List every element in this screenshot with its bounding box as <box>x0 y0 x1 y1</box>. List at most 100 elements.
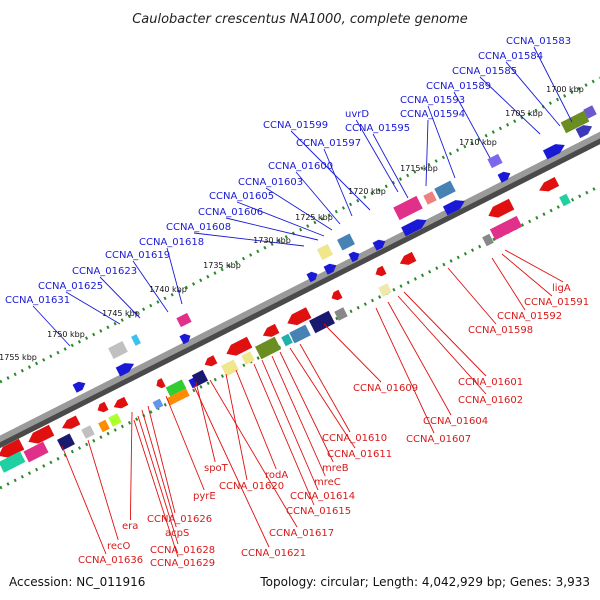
forward-gene-label: CCNA_01583 <box>506 36 571 47</box>
forward-label-leader <box>372 133 409 199</box>
reverse-gene-block <box>309 310 335 334</box>
forward-gene-block <box>434 180 456 200</box>
forward-gene-label: CCNA_01597 <box>296 138 361 149</box>
reverse-gene-label: CCNA_01592 <box>497 311 562 322</box>
reverse-gene-block <box>289 324 311 344</box>
kbp-label: 1735 kbp <box>203 261 241 270</box>
reverse-label-leader <box>225 373 248 481</box>
reverse-gene-label: CCNA_01610 <box>322 433 387 444</box>
forward-label-leader <box>425 119 429 187</box>
reverse-gene-label: CCNA_01615 <box>286 506 351 517</box>
gene-track <box>0 105 597 473</box>
reverse-gene-label: CCNA_01617 <box>269 528 334 539</box>
reverse-gene-block <box>165 379 187 397</box>
reverse-gene-block <box>334 307 348 321</box>
forward-gene-label: uvrD <box>345 109 369 120</box>
forward-gene-label: CCNA_01593 <box>400 95 465 106</box>
reverse-gene-block <box>482 233 494 247</box>
forward-gene-label: CCNA_01605 <box>209 191 274 202</box>
reverse-gene-block <box>108 413 122 427</box>
reverse-gene-arrow <box>156 378 166 389</box>
kbp-label: 1730 kbp <box>253 236 291 245</box>
reverse-gene-arrow <box>97 401 109 413</box>
outer-tick-track <box>0 76 600 384</box>
reverse-label-leader <box>61 445 107 555</box>
reverse-label-leader <box>137 415 179 545</box>
forward-gene-label: CCNA_01608 <box>166 222 231 233</box>
reverse-label-leader <box>261 359 319 491</box>
reverse-gene-label: mreB <box>322 463 349 474</box>
reverse-label-leader <box>147 405 176 514</box>
forward-gene-label: CCNA_01594 <box>400 109 465 120</box>
reverse-gene-block <box>98 419 110 433</box>
forward-label-leader <box>236 201 325 237</box>
reverse-label-leader <box>299 343 351 433</box>
forward-label-leader <box>355 119 399 193</box>
reverse-label-leader <box>165 395 205 491</box>
forward-gene-block <box>583 105 597 119</box>
reverse-gene-label: recO <box>107 541 131 552</box>
reverse-gene-arrow <box>262 323 280 337</box>
kbp-label: 1710 kbp <box>459 138 497 147</box>
reverse-gene-label: CCNA_01626 <box>147 514 212 525</box>
forward-label-leader <box>166 247 183 305</box>
forward-gene-arrow <box>575 125 593 139</box>
forward-label-leader <box>225 217 319 241</box>
reverse-gene-label: CCNA_01607 <box>406 434 471 445</box>
kbp-label: 1725 kbp <box>295 213 333 222</box>
reverse-gene-block <box>255 336 281 360</box>
reverse-gene-arrow <box>113 396 129 409</box>
backbone-line <box>0 131 600 443</box>
reverse-gene-label: CCNA_01609 <box>353 383 418 394</box>
forward-label-leader <box>505 61 561 127</box>
reverse-gene-block <box>281 333 293 347</box>
forward-gene-arrow <box>72 381 86 393</box>
forward-gene-label: CCNA_01589 <box>426 81 491 92</box>
forward-gene-label: CCNA_01619 <box>105 250 170 261</box>
reverse-gene-block <box>0 451 26 473</box>
reverse-label-leader <box>87 439 119 541</box>
forward-gene-block <box>393 195 423 221</box>
forward-gene-block <box>337 233 355 251</box>
reverse-gene-label: CCNA_01628 <box>150 545 215 556</box>
forward-label-leader <box>453 91 491 159</box>
reverse-gene-arrow <box>226 336 253 356</box>
forward-label-leader <box>99 276 141 319</box>
reverse-label-leader <box>375 307 435 434</box>
reverse-gene-label: CCNA_01591 <box>524 297 589 308</box>
forward-gene-label: CCNA_01599 <box>263 120 328 131</box>
reverse-label-leader <box>253 363 315 506</box>
forward-gene-block <box>176 312 192 328</box>
tick-track <box>0 76 600 490</box>
reverse-gene-label: CCNA_01598 <box>468 325 533 336</box>
reverse-label-leader <box>491 257 526 311</box>
reverse-gene-arrow <box>399 251 417 265</box>
reverse-gene-block <box>57 433 75 451</box>
forward-gene-arrow <box>542 144 565 160</box>
reverse-gene-block <box>81 425 95 439</box>
forward-gene-arrow <box>497 171 511 183</box>
reverse-label-leader <box>141 409 177 528</box>
reverse-gene-block <box>378 283 392 297</box>
reverse-gene-arrow <box>375 265 387 277</box>
forward-label-leader <box>295 171 341 225</box>
reverse-gene-label: rodA <box>265 470 288 481</box>
forward-gene-label: CCNA_01625 <box>38 281 103 292</box>
forward-gene-arrow <box>348 251 360 263</box>
reverse-gene-label: era <box>122 521 138 532</box>
forward-gene-label: CCNA_01603 <box>238 177 303 188</box>
reverse-gene-label: CCNA_01611 <box>327 449 392 460</box>
forward-gene-block <box>108 341 128 359</box>
forward-label-leader <box>533 46 573 123</box>
reverse-gene-arrow <box>287 307 312 326</box>
reverse-gene-label: acpS <box>165 528 189 539</box>
reverse-label-leader <box>193 385 270 548</box>
forward-gene-label: CCNA_01600 <box>268 161 333 172</box>
forward-gene-label: CCNA_01585 <box>452 66 517 77</box>
reverse-gene-label: ligA <box>552 283 571 294</box>
reverse-label-leader <box>133 419 179 558</box>
reverse-label-leader <box>235 369 277 470</box>
forward-gene-label: CCNA_01623 <box>72 266 137 277</box>
accession-text: Accession: NC_011916 <box>9 575 145 589</box>
